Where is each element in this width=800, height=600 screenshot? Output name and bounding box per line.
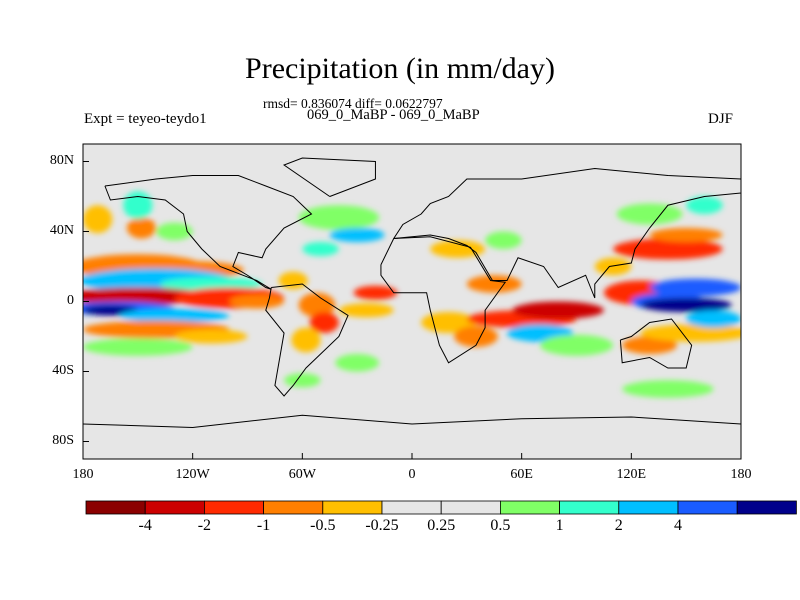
lon-label: 180: [72, 467, 94, 482]
colorbar-box: [677, 500, 738, 515]
colorbar-box: [499, 500, 560, 515]
stats-line: rmsd= 0.836074 diff= 0.0622797: [263, 96, 443, 111]
anomaly-patch: [640, 324, 741, 342]
anomaly-patch: [278, 271, 308, 290]
anomaly-patch: [229, 294, 285, 309]
colorbar-box: [440, 500, 501, 515]
anomaly-patch: [291, 327, 321, 353]
anomaly-patch: [616, 203, 683, 225]
coastline: [619, 318, 693, 369]
anomaly-patch: [338, 303, 394, 318]
anomaly-patch: [594, 257, 632, 276]
colorbar-tick-label: -0.25: [365, 517, 399, 534]
anomaly-patch: [539, 334, 614, 356]
anomaly-patch: [649, 278, 741, 297]
colorbar-box: [618, 500, 679, 515]
field-layer: [83, 144, 741, 459]
anomaly-patch: [512, 301, 604, 319]
anomaly-patch: [309, 312, 339, 333]
colorbar-box: [322, 500, 383, 515]
coastlines: [83, 157, 741, 429]
colorbar-box: [85, 500, 146, 515]
plot-title: Precipitation (in mm/day): [245, 52, 555, 85]
anomaly-patch: [123, 191, 153, 220]
lon-label: 180: [730, 467, 752, 482]
anomaly-patch: [622, 336, 678, 354]
colorbar-box: [144, 500, 205, 515]
anomaly-patch: [613, 238, 723, 260]
anomaly-patch: [83, 338, 193, 356]
lon-label: 0: [408, 467, 416, 482]
coastline: [393, 167, 741, 299]
anomaly-patch: [640, 298, 732, 312]
anomaly-patch: [126, 217, 157, 239]
colorbar-tick-label: 0.25: [427, 517, 456, 534]
lon-label: 120E: [616, 467, 647, 482]
coastline: [265, 283, 349, 397]
lat-label: 80N: [49, 152, 74, 168]
anomaly-patch: [174, 329, 248, 344]
anomaly-patch: [284, 373, 321, 388]
anomaly-patch: [335, 354, 380, 372]
anomaly-patch: [298, 205, 380, 230]
colorbar-box: [381, 500, 442, 515]
experiments-line: 069_0_MaBP - 069_0_MaBP: [307, 107, 480, 123]
coastline: [380, 236, 507, 364]
lat-label: 40N: [49, 222, 74, 238]
colorbar-tick-label: 2: [614, 517, 623, 534]
anomaly-patch: [156, 222, 193, 241]
anomaly-patch: [686, 196, 723, 214]
lat-label: 40S: [52, 362, 74, 378]
colorbar-tick-label: -1: [256, 517, 271, 534]
anomaly-patch: [686, 310, 741, 328]
colorbar-box: [263, 500, 324, 515]
colorbar-box: [736, 500, 797, 515]
expt-label: Expt = teyeo-teydo1: [84, 111, 207, 127]
lon-label: 60W: [288, 467, 316, 482]
lat-label: 80S: [52, 432, 74, 448]
coastline: [83, 414, 741, 429]
colorbar-tick-label: -4: [138, 517, 152, 534]
axis-ticks: [82, 161, 742, 459]
lat-label: 0: [67, 292, 74, 308]
anomaly-patch: [454, 326, 498, 347]
lon-label: 60E: [510, 467, 533, 482]
lon-label: 120W: [175, 467, 210, 482]
anomaly-patch: [302, 242, 339, 256]
anomaly-patch: [329, 228, 385, 242]
colorbar-tick-label: 4: [674, 517, 682, 534]
colorbar-tick-label: -0.5: [310, 517, 336, 534]
colorbar-tick-label: 1: [555, 517, 564, 534]
colorbar-tick-label: 0.5: [490, 517, 511, 534]
colorbar-tick-label: -2: [197, 517, 212, 534]
anomaly-patch: [485, 231, 522, 249]
anomaly-patch: [353, 285, 398, 300]
coastline: [104, 175, 313, 290]
anomaly-patch: [298, 292, 336, 318]
season-label: DJF: [708, 111, 734, 127]
anomaly-patch: [119, 308, 230, 323]
anomaly-patch: [159, 277, 263, 291]
coastline: [282, 157, 376, 197]
colorbar-box: [559, 500, 620, 515]
colorbar-box: [203, 500, 264, 515]
anomaly-patch: [430, 240, 486, 258]
anomaly-patch: [83, 205, 113, 234]
anomaly-patch: [622, 380, 714, 398]
anomaly-patch: [649, 228, 723, 242]
anomaly-patches: [83, 191, 741, 398]
